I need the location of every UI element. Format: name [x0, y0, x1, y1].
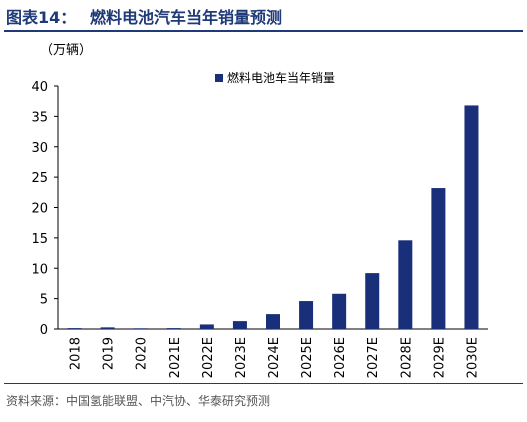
- bar: [199, 324, 214, 329]
- x-tick-label: 2025E: [300, 337, 315, 378]
- bar: [166, 328, 181, 329]
- x-tick-label: 2029E: [432, 337, 447, 378]
- bar: [464, 105, 479, 329]
- y-tick-label: 0: [40, 323, 48, 338]
- legend: 燃料电池车当年销量: [215, 70, 335, 85]
- x-tick-label: 2018: [69, 337, 84, 370]
- y-tick-label: 20: [31, 202, 48, 217]
- x-tick-label: 2027E: [366, 337, 381, 378]
- legend-swatch: [215, 74, 223, 82]
- bars: [67, 105, 479, 329]
- figure-label: 图表14：: [6, 8, 77, 27]
- x-tick-label: 2024E: [267, 337, 282, 378]
- y-tick-label: 10: [31, 262, 48, 277]
- bar: [232, 321, 247, 329]
- bar: [398, 240, 413, 329]
- bar: [133, 328, 148, 329]
- x-tick-label: 2019: [102, 337, 117, 370]
- x-axis: 2018 2019 2020 2021E 2022E 2023E 2024E 2025E 202…: [58, 328, 488, 378]
- source-divider: [4, 383, 523, 384]
- x-tick-label: 2021E: [168, 337, 183, 378]
- y-tick-label: 5: [40, 293, 48, 308]
- y-tick-label: 30: [31, 141, 48, 156]
- bar: [67, 328, 82, 329]
- bar: [365, 273, 380, 329]
- y-tick-label: 25: [31, 171, 48, 186]
- y-axis: 0 5 10 15 20 25 30 35 40: [31, 80, 59, 338]
- y-tick-label: 40: [31, 80, 48, 95]
- x-tick-label: 2028E: [399, 337, 414, 378]
- bar: [299, 301, 314, 329]
- x-tick-label: 2030E: [465, 337, 480, 378]
- x-tick-label: 2020: [135, 337, 150, 370]
- bar: [100, 327, 115, 329]
- y-tick-label: 35: [31, 110, 48, 125]
- chart-title: 燃料电池汽车当年销量预测: [90, 8, 283, 27]
- y-tick-label: 15: [31, 232, 48, 247]
- source-note: 资料来源：中国氢能联盟、中汽协、华泰研究预测: [6, 394, 271, 408]
- bar: [332, 293, 347, 329]
- bar: [266, 314, 280, 329]
- x-tick-label: 2023E: [234, 337, 249, 378]
- x-tick-label: 2026E: [333, 337, 348, 378]
- x-tick-label: 2022E: [201, 337, 216, 378]
- title-bar: 图表14： 燃料电池汽车当年销量预测: [4, 0, 523, 32]
- bar: [431, 188, 446, 329]
- y-unit-label: （万辆）: [40, 43, 92, 58]
- legend-label: 燃料电池车当年销量: [227, 70, 335, 85]
